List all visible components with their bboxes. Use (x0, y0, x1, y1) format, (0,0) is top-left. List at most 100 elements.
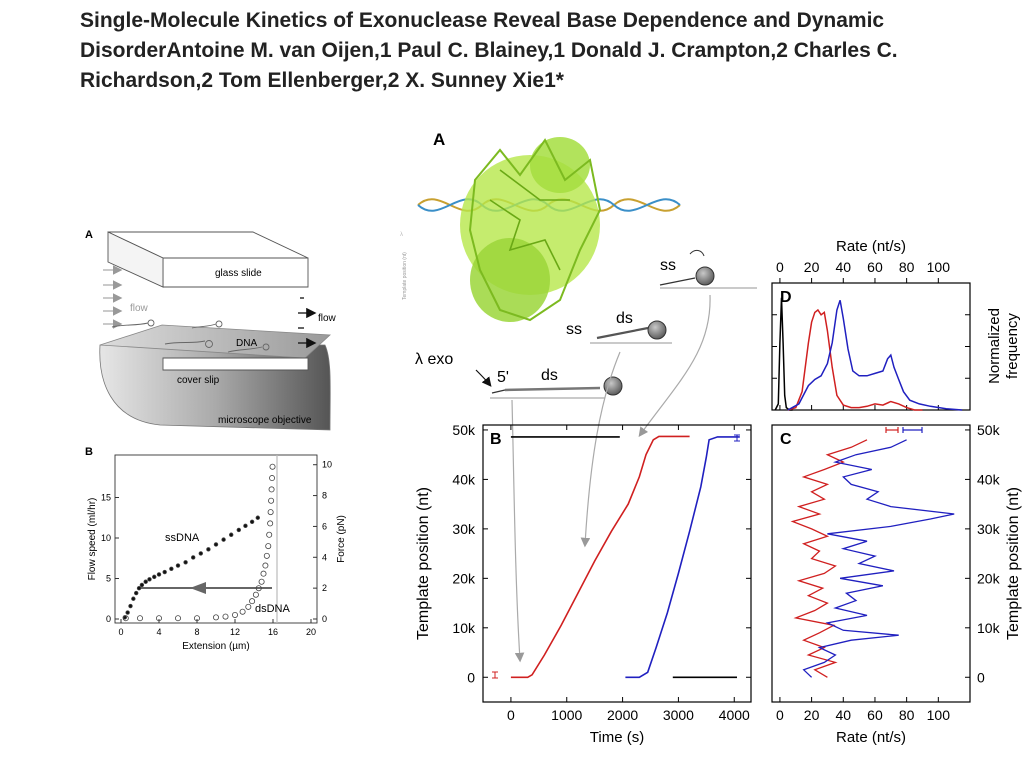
exonuclease-structure-graphic (460, 137, 602, 322)
y-tick-label: 50k (977, 422, 1001, 438)
histogram-line (774, 297, 793, 411)
ssdna-point (136, 586, 142, 591)
dsdna-point (212, 614, 219, 621)
ssdna-point (190, 555, 196, 560)
left-panel-b: B 0 4 8 12 16 20 0 5 10 15 0 2 4 6 8 10 Extension (µm) Fl… (85, 446, 347, 652)
left-panel-a-letter: A (85, 229, 93, 241)
flow-right-label: flow (318, 313, 337, 324)
slide-title: Single-Molecule Kinetics of Exonuclease … (80, 9, 898, 92)
ssdna-point (236, 527, 241, 533)
dsdna-point (245, 603, 252, 610)
cover-slip-label: cover slip (177, 375, 220, 386)
ds-label-middle: ds (616, 310, 633, 327)
glass-slide-label: glass slide (215, 268, 262, 279)
right-panel-b-letter: B (490, 431, 502, 448)
dsdna-point (258, 578, 265, 585)
y-tick-label: 0 (467, 669, 475, 685)
x-tick-label: 80 (899, 707, 915, 723)
dsdna-point (193, 615, 200, 622)
faint-axis-marks: λ (400, 232, 403, 238)
y-axis-label: Template position (nt) (1005, 487, 1022, 640)
y-tick-label: 0 (106, 614, 111, 624)
flow-arrows-left (103, 265, 123, 329)
x-tick-label: 60 (867, 707, 883, 723)
rate-trace-line (802, 439, 955, 678)
dsdna-point (174, 615, 181, 622)
y2-tick-label: 6 (322, 521, 327, 531)
cover-slip-shape (99, 324, 331, 359)
y2-tick-label: 8 (322, 491, 327, 501)
x-axis-label: Rate (nt/s) (836, 729, 906, 746)
dna-tethers (111, 319, 270, 353)
dsdna-point (222, 613, 229, 620)
y-tick-label: 40k (452, 471, 476, 487)
dsdna-point (265, 543, 272, 550)
objective-label: microscope objective (218, 415, 312, 426)
flow-arrows-right (298, 297, 317, 349)
flow-left-label: flow (130, 303, 149, 314)
x-tick-label: 4 (156, 627, 161, 637)
right-c-data-layer: 0 20 40 60 80 100 0 10k 20k 30k 40k 50k Rate (nt/s) T… (776, 422, 1022, 746)
dna-label: DNA (236, 338, 257, 349)
right-c-error-bars (885, 427, 923, 433)
dsdna-point (268, 486, 275, 493)
x-tick-label: 60 (867, 259, 883, 275)
svg-text:λ: λ (400, 232, 403, 238)
y2-tick-label: 0 (322, 614, 327, 624)
right-d-ylabel-line2: frequency (1004, 313, 1021, 379)
left-panel-a: A glass slide flow flow (85, 229, 337, 431)
right-d-data-layer: 0 20 40 60 80 100 Rate (nt/s) (772, 238, 970, 411)
ssdna-point (162, 569, 167, 575)
right-panel-c: C 0 20 40 60 80 100 0 10k 20k 30k 40k 50k Rate (nt/s… (771, 422, 1022, 746)
ssdna-point (198, 551, 203, 556)
y-tick-label: 10 (101, 533, 111, 543)
ds-label-bottom: ds (541, 367, 558, 384)
y-tick-label: 20k (452, 570, 476, 586)
dsdna-point (269, 463, 276, 470)
right-b-error-bars (492, 434, 740, 679)
dsdna-point (231, 611, 238, 618)
left-b-transition-arrowhead (190, 582, 206, 594)
ssdna-point (156, 572, 162, 577)
right-b-plot-frame (482, 424, 752, 703)
rate-trace-line (790, 439, 868, 678)
x-tick-label: 0 (776, 259, 784, 275)
x-tick-label: 4000 (719, 707, 750, 723)
x-axis-label: Extension (µm) (182, 641, 249, 652)
ss-label-middle: ss (566, 321, 582, 338)
x-tick-label: 20 (804, 707, 820, 723)
left-b-plot-frame (114, 454, 318, 624)
y-tick-label: 10k (977, 620, 1001, 636)
dsdna-point (155, 615, 162, 622)
dsdna-point (136, 615, 143, 622)
y2-axis-label: Force (pN) (336, 515, 347, 563)
y2-tick-label: 10 (322, 460, 332, 470)
right-d-ylabel-line1: Normalized (986, 308, 1003, 384)
guide-arrows (511, 294, 711, 663)
dsdna-point (269, 475, 276, 482)
left-b-data-layer: 0 4 8 12 16 20 0 5 10 15 0 2 4 6 8 10 Extension (µm) Flow… (87, 460, 347, 652)
x-tick-label: 40 (835, 259, 851, 275)
y-tick-label: 30k (977, 521, 1001, 537)
dsdna-point (249, 598, 256, 605)
ssdna-point (183, 560, 188, 565)
ss-label-top: ss (660, 257, 676, 274)
x-tick-label: 0 (118, 627, 123, 637)
x-tick-label: 3000 (663, 707, 694, 723)
right-c-plot-frame (771, 424, 971, 703)
glass-slide-shape (107, 231, 309, 371)
x-tick-label: 40 (835, 707, 851, 723)
histogram-line (787, 308, 923, 411)
ssdna-point (125, 610, 130, 615)
right-panel-c-letter: C (780, 431, 792, 448)
right-panel-d-letter: D (780, 289, 792, 306)
y-axis-label: Template position (nt) (415, 487, 432, 640)
ssdna-annotation: ssDNA (165, 532, 200, 544)
ssdna-point (243, 523, 248, 529)
dsdna-point (122, 615, 129, 622)
y-axis-label: Flow speed (ml/hr) (87, 498, 98, 581)
y-tick-label: 20k (977, 570, 1001, 586)
x-tick-label: 0 (507, 707, 515, 723)
y-tick-label: 50k (452, 422, 476, 438)
